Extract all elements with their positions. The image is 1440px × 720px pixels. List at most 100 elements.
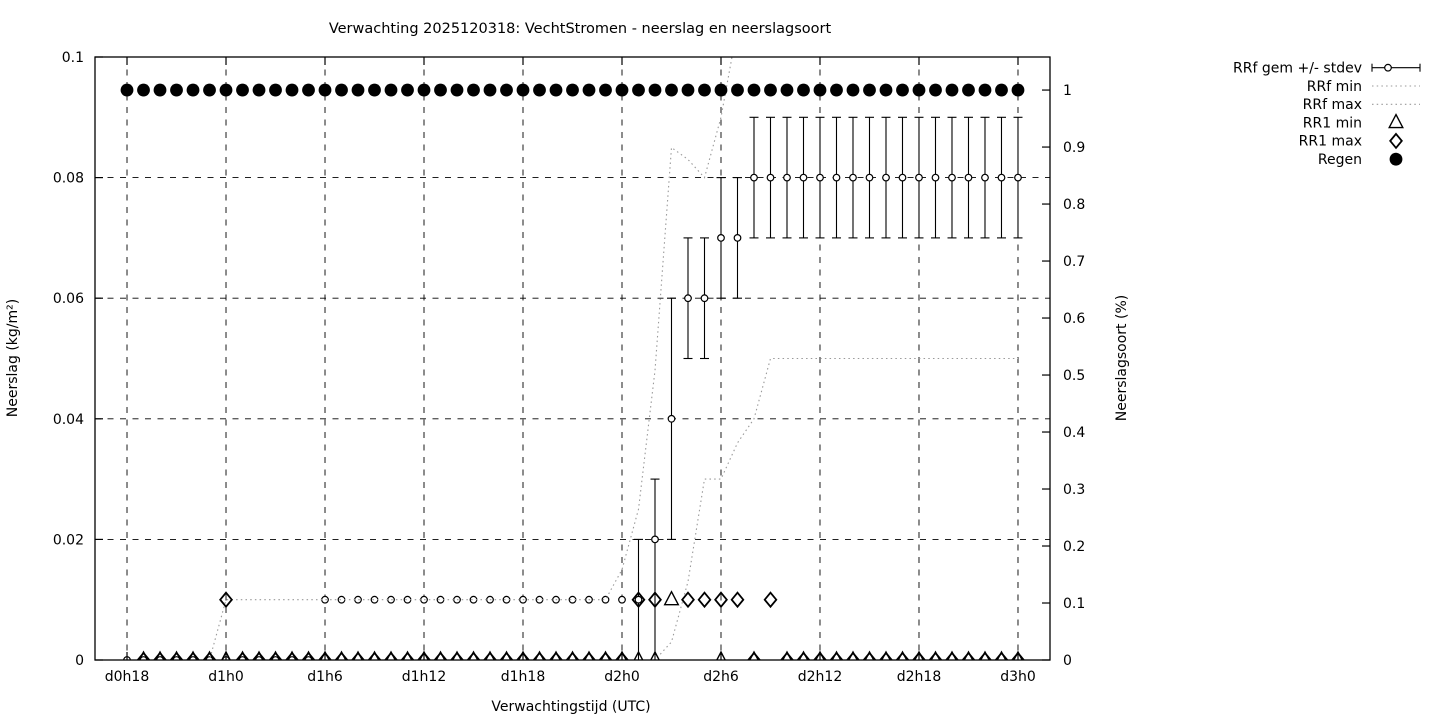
regen-point [137,83,150,97]
regen-point [368,83,381,97]
y-right-tick-label: 0.7 [1063,254,1085,270]
x-tick-label: d1h12 [402,669,446,685]
rr1-max-diamond [252,651,266,660]
data-series [120,57,1025,660]
regen-point [120,83,134,97]
legend-entry: RRf max [1303,97,1420,113]
legend-entry: Regen [1318,152,1403,168]
legend-entry: RR1 max [1299,132,1403,150]
regen-point [351,83,365,97]
tick-labels: 0 0.02 0.04 0.06 0.08 0.1 0 0.1 0.2 0.3 0.4 0.5 0.6 0… [53,50,1086,685]
legend: RRf gem +/- stdev RRf min RRf max RR1 min RR… [1233,61,1421,168]
rr1-max-diamond [268,651,283,660]
rr1-max-diamond [483,651,497,660]
rr1-max-diamond [136,651,151,660]
rr1-max-diamond [285,651,299,660]
regen-point [186,83,200,97]
rr1-max-diamond [417,651,431,660]
x-tick-label: d0h18 [105,669,149,685]
rr1-min-triangle [633,650,644,660]
regen-point [978,83,992,97]
regen-point [318,83,332,97]
legend-label: RR1 min [1303,115,1362,131]
regen-point [846,83,860,97]
rr1-min-triangle [663,590,680,606]
legend-label: RRf max [1303,97,1362,113]
y-left-tick-label: 0.08 [53,171,84,187]
plot-border [94,56,1051,661]
rr1-max-diamond [879,651,893,660]
rr1-max-diamond [862,651,877,660]
rrf-gem-point [981,173,989,182]
rr1-max-diamond [565,651,580,660]
legend-diamond-sample [1389,132,1403,150]
rr1-min-triangle [221,650,231,660]
regen-point [764,83,777,97]
regen-point [500,83,513,97]
rrf-gem-point [948,173,956,182]
rr1-max-diamond [582,651,596,660]
rrf-gem-point [997,173,1006,182]
regen-point [516,83,530,97]
x-tick-label: d1h6 [307,669,343,685]
y-right-tick-label: 0.8 [1063,197,1085,213]
y-right-tick-label: 0.1 [1063,596,1085,612]
regen-point [863,83,876,97]
rrf-gem-point [667,414,676,423]
rr1-max-diamond [846,651,860,660]
rr1-max-diamond [945,651,959,660]
rr1-max-diamond [829,651,844,660]
axes-and-ticks [94,56,1051,661]
regen-point [582,83,596,97]
series-rrf-min-line [127,357,1018,660]
rrf-gem-point [205,656,214,660]
x-tick-label: d2h12 [798,669,842,685]
regen-point [434,83,447,97]
rrf-gem-point [370,595,379,604]
regen-point [483,83,497,97]
regen-point [780,83,794,97]
regen-point [912,83,926,97]
rrf-gem-point [717,233,725,242]
chart-title: Verwachting 2025120318: VechtStromen - n… [329,21,832,37]
legend-label: RR1 max [1299,134,1362,150]
regen-point [1011,83,1025,97]
rrf-gem-point [172,656,181,660]
rrf-gem-point [865,173,874,182]
regen-point [665,83,678,97]
regen-point [747,83,761,97]
rr1-max-diamond [169,651,184,660]
regen-point [335,83,348,97]
rrf-gem-point [832,173,841,182]
rr1-max-diamond [648,591,662,609]
y-left-tick-label: 0 [75,653,84,669]
regen-point [648,83,662,97]
regen-point [731,83,744,97]
regen-point [797,83,810,97]
rr1-max-diamond [631,591,646,609]
legend-label: RRf min [1307,79,1362,95]
legend-entry: RR1 min [1303,113,1404,131]
rr1-max-diamond [516,651,530,660]
y-right-tick-label: 0.2 [1063,539,1085,555]
rrf-gem-point [139,656,148,660]
rr1-max-diamond [681,591,695,609]
rr1-max-diamond [697,591,712,609]
rrf-gem-point [304,656,313,660]
rr1-max-diamond [301,651,316,660]
regen-point [632,83,645,97]
rrf-gem-point [849,173,857,182]
rrf-gem-point [931,173,940,182]
rrf-gem-point [783,173,791,182]
rrf-gem-point [733,233,742,242]
rr1-max-diamond [978,651,992,660]
rrf-gem-point [189,656,197,660]
rr1-max-diamond [895,651,910,660]
rr1-max-diamond [351,651,365,660]
rr1-max-diamond [796,651,811,660]
x-axis-label: Verwachtingstijd (UTC) [491,699,650,715]
regen-point [945,83,959,97]
legend-point-sample [1384,63,1392,72]
regen-point [450,83,464,97]
